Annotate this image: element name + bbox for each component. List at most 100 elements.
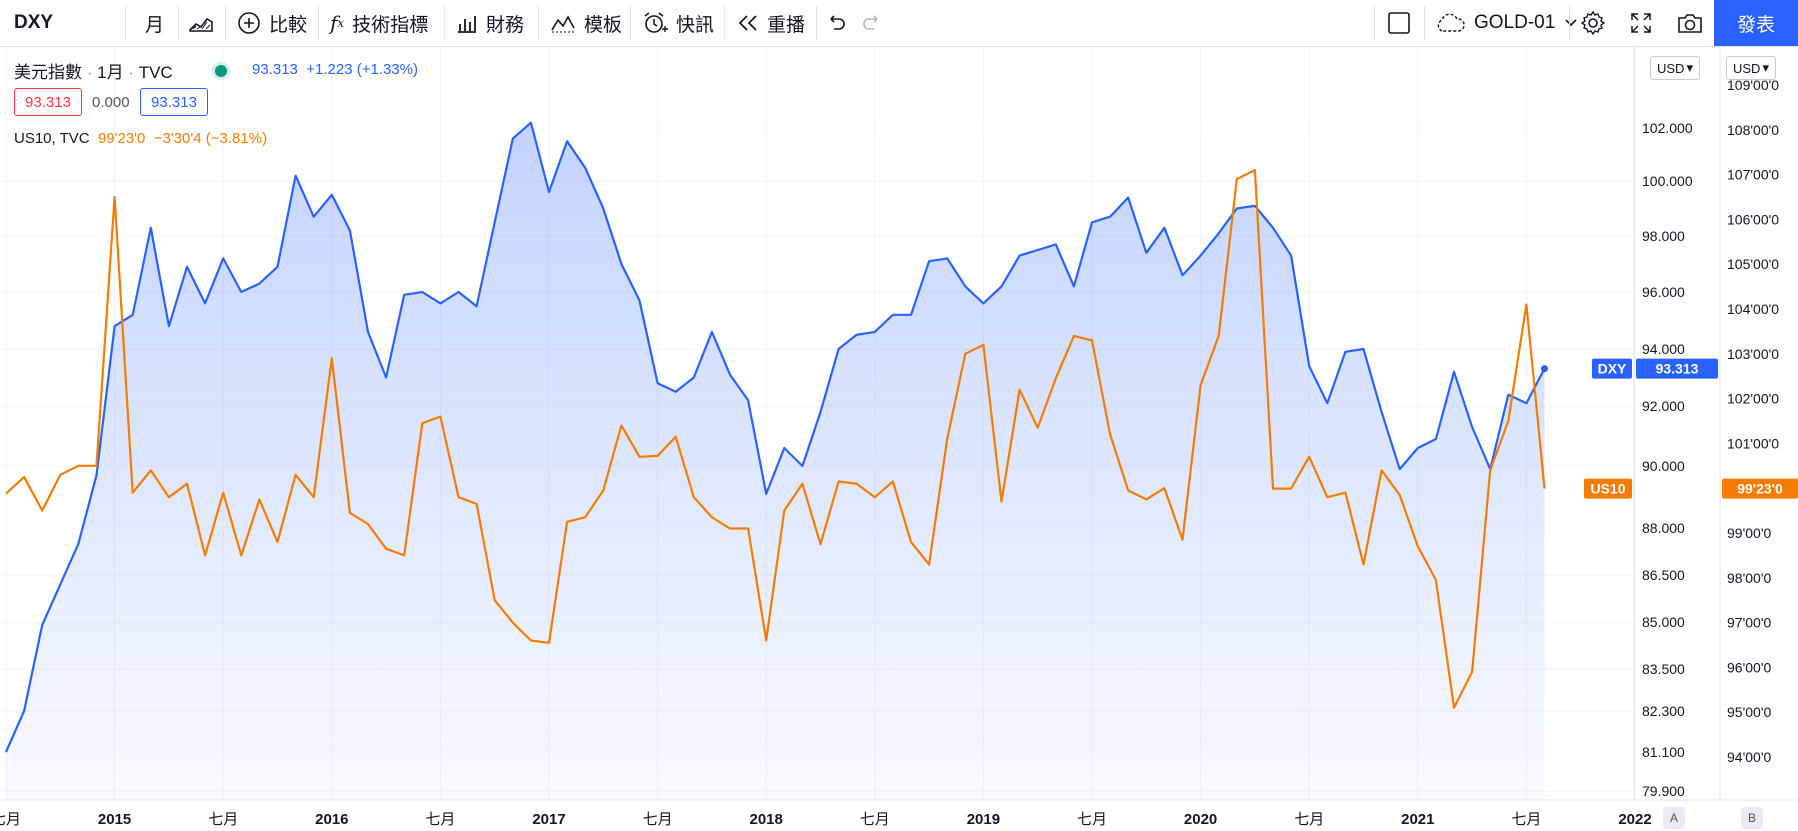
main-change: +1.223 [306, 61, 353, 78]
financials-button[interactable]: 財務 [456, 0, 524, 46]
us10-price: 99'23'0 [97, 130, 146, 147]
square-icon [1387, 11, 1411, 35]
layout-selector[interactable]: GOLD-01 [1434, 0, 1577, 46]
left-axis-tick-label: 79.900 [1642, 783, 1685, 799]
right-currency-select[interactable]: USD ▾ [1726, 56, 1776, 80]
us10-change: −3'30'4 [153, 130, 202, 147]
redo-button[interactable] [862, 0, 890, 46]
us10-symbol-tag: US10 [1590, 481, 1625, 497]
left-axis-tick-label: 96.000 [1642, 284, 1685, 300]
alarm-clock-icon [642, 10, 668, 36]
sell-price: 93.313 [25, 93, 71, 111]
left-axis-tick-label: 83.500 [1642, 661, 1685, 677]
plus-circle-icon [237, 11, 261, 35]
bar-chart-icon [456, 13, 478, 33]
auto-scale-label: A [1669, 811, 1678, 825]
time-axis-tick-label: 七月 [643, 811, 673, 828]
main-series-name: 美元指數 [14, 63, 82, 82]
scale-b-button[interactable]: B [1741, 807, 1763, 829]
chevron-down-icon: ▾ [1686, 60, 1693, 75]
us10-name: US10 [14, 130, 52, 147]
right-axis-tick-label: 94'00'0 [1727, 749, 1771, 765]
main-series-exchange: TVC [138, 63, 173, 82]
snapshot-button[interactable] [1676, 0, 1712, 46]
left-axis-tick-label: 81.100 [1642, 744, 1685, 760]
compare-button[interactable]: 比較 [237, 0, 307, 46]
area-chart-icon [188, 13, 214, 33]
right-axis-tick-label: 101'00'0 [1727, 435, 1779, 451]
us10-last-price-tag: 99'23'0 [1737, 481, 1783, 497]
time-axis-tick-label: 2021 [1401, 811, 1434, 828]
layout-name: GOLD-01 [1474, 12, 1556, 33]
left-axis-tick-label: 92.000 [1642, 398, 1685, 414]
chevron-down-icon: ▾ [1762, 60, 1769, 75]
right-axis-tick-label: 106'00'0 [1727, 211, 1779, 227]
us10-series-line [5, 169, 1546, 709]
right-axis-tick-label: 95'00'0 [1727, 704, 1771, 720]
time-axis-tick-label: 2020 [1184, 811, 1217, 828]
buy-price-box[interactable]: 93.313 [140, 88, 208, 116]
rewind-icon [737, 14, 759, 32]
right-axis-tick-label: 107'00'0 [1727, 167, 1779, 183]
interval-button[interactable]: 月 [145, 0, 164, 46]
financials-label: 財務 [486, 14, 525, 36]
right-axis-tick-label: 98'00'0 [1727, 570, 1771, 586]
right-price-axis[interactable]: 109'00'0 108'00'0 107'00'0 106'00'0 105'00'0… [1727, 77, 1779, 765]
time-axis-tick-label: 七月 [1077, 811, 1107, 828]
right-axis-tick-label: 104'00'0 [1727, 301, 1779, 317]
left-price-axis[interactable]: 102.000 100.000 98.000 96.000 94.000 92.000 90… [1642, 120, 1693, 799]
alert-button[interactable]: 快訊 [642, 0, 714, 46]
left-axis-tick-label: 90.000 [1642, 458, 1685, 474]
expand-button[interactable] [1630, 0, 1660, 46]
right-axis-tick-label: 102'00'0 [1727, 391, 1779, 407]
fullscreen-toggle-button[interactable] [1387, 0, 1419, 46]
dxy-series-line [4, 121, 1546, 753]
us10-change-pct: (−3.81%) [205, 130, 268, 147]
buy-price: 93.313 [151, 93, 197, 111]
time-axis-tick-label: 2016 [315, 811, 348, 828]
time-axis-tick-label: 2022 [1618, 811, 1651, 828]
time-axis-tick-label: 2015 [98, 811, 131, 828]
right-axis-tick-label: 108'00'0 [1727, 122, 1779, 138]
right-axis-tick-label: 109'00'0 [1727, 77, 1779, 93]
replay-button[interactable]: 重播 [737, 0, 805, 46]
undo-button[interactable] [826, 0, 854, 46]
settings-button[interactable] [1580, 0, 1614, 46]
time-axis-tick-label: 2018 [750, 811, 783, 828]
expand-icon [1630, 12, 1652, 34]
left-currency-select[interactable]: USD ▾ [1650, 56, 1700, 80]
compare-label: 比較 [269, 14, 308, 36]
us10-last-price-tag-bg [1722, 478, 1798, 499]
redo-icon [862, 14, 882, 32]
time-axis[interactable]: 七月 2015 七月 2016 七月 2017 七月 2018 七月 2019 七月 2020 七月 20… [0, 811, 1652, 828]
sell-price-box[interactable]: 93.313 [14, 88, 82, 116]
right-axis-tick-label: 103'00'0 [1727, 346, 1779, 362]
left-axis-tick-label: 98.000 [1642, 228, 1685, 244]
symbol-search-button[interactable]: DXY [14, 0, 53, 46]
publish-button[interactable]: 發表 [1714, 0, 1798, 46]
time-axis-tick-label: 七月 [860, 811, 890, 828]
templates-icon [550, 13, 576, 33]
time-axis-tick-label: 七月 [1294, 811, 1324, 828]
us10-exchange: TVC [59, 130, 90, 147]
market-status-dot [212, 62, 230, 80]
main-series-values: 93.313 +1.223 (+1.33%) [252, 61, 418, 78]
spread-value: 0.000 [92, 94, 130, 111]
us10-legend[interactable]: US10, TVC 99'23'0 −3'30'4 (−3.81%) [14, 130, 268, 147]
templates-button[interactable]: 模板 [550, 0, 622, 46]
right-axis-tick-label: 99'00'0 [1727, 525, 1771, 541]
right-currency-label: USD [1733, 60, 1761, 76]
auto-scale-button[interactable]: A [1663, 807, 1685, 829]
main-series-legend[interactable]: 美元指數 · 1月 · TVC [14, 63, 173, 82]
symbol-label: DXY [14, 12, 54, 33]
time-axis-tick-label: 七月 [1511, 811, 1541, 828]
chart-type-button[interactable] [188, 0, 222, 46]
time-axis-tick-label: 2019 [967, 811, 1000, 828]
left-axis-tick-label: 82.300 [1642, 703, 1685, 719]
left-axis-tick-label: 86.500 [1642, 567, 1685, 583]
left-axis-tick-label: 94.000 [1642, 341, 1685, 357]
